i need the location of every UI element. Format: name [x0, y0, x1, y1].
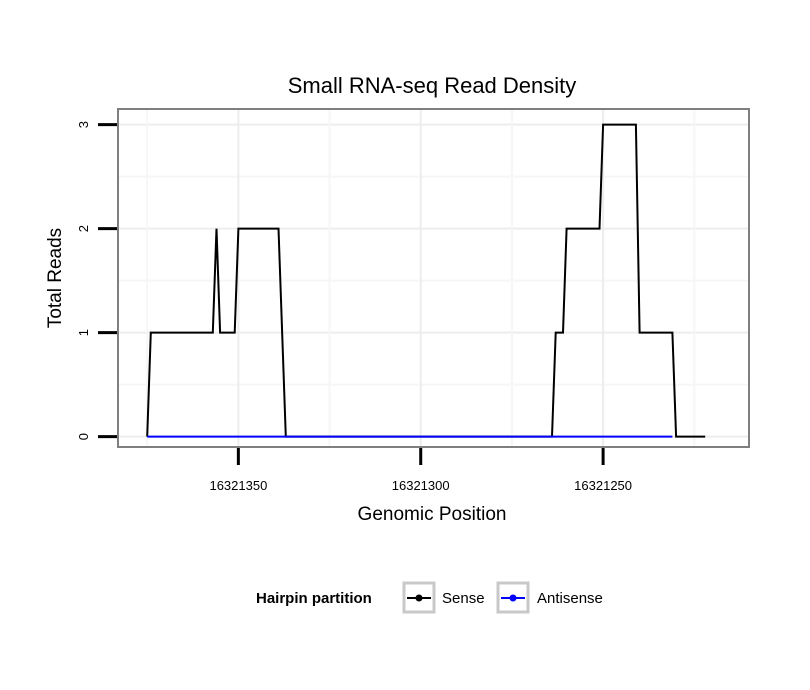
legend-key-sense-point: [415, 594, 423, 602]
legend-label-antisense: Antisense: [537, 590, 603, 607]
x-tick-label-0: 16321350: [209, 478, 267, 493]
legend-title: Hairpin partition: [256, 590, 372, 607]
legend-key-antisense-point: [509, 594, 517, 602]
x-tick-label-1: 16321300: [392, 478, 450, 493]
legend: Hairpin partition Sense Antisense: [256, 581, 603, 614]
series-line-sense: [146, 123, 706, 438]
y-axis: 0 1 2 3: [76, 121, 117, 440]
x-tick-label-2: 16321250: [574, 478, 632, 493]
x-axis-label: Genomic Position: [358, 504, 507, 525]
plot-panel: [118, 109, 749, 447]
plot-border: [117, 108, 750, 448]
chart-title: Small RNA-seq Read Density: [288, 73, 577, 98]
y-tick-label-1: 1: [76, 329, 91, 336]
x-axis: 16321350 16321300 16321250: [209, 448, 632, 493]
y-tick-label-0: 0: [76, 433, 91, 440]
grid-lines: [118, 109, 749, 447]
y-tick-label-3: 3: [76, 121, 91, 128]
y-tick-label-2: 2: [76, 225, 91, 232]
y-axis-label: Total Reads: [45, 228, 66, 328]
series-lines: [146, 123, 706, 438]
legend-label-sense: Sense: [442, 590, 485, 607]
